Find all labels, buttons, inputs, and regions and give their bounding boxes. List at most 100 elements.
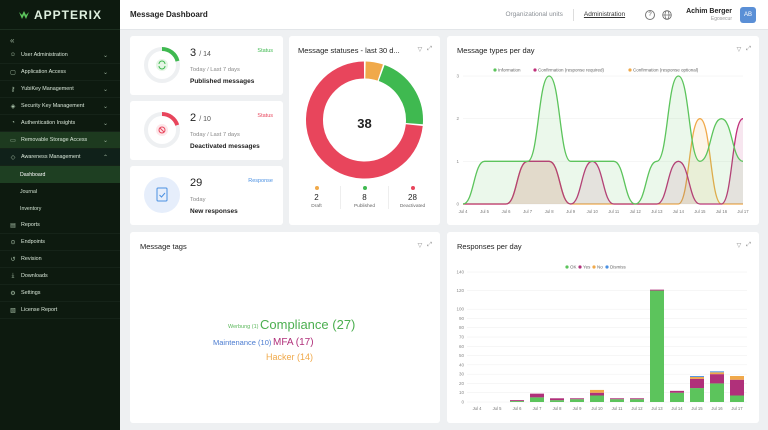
filter-icon[interactable]: ▽ (736, 47, 742, 53)
legend-label[interactable]: Dismiss (610, 265, 626, 270)
bar-segment[interactable] (730, 395, 744, 403)
bar-segment[interactable] (690, 376, 704, 379)
legend-label[interactable]: Confirmation (response optional) (633, 68, 699, 73)
bar-segment[interactable] (690, 388, 704, 402)
bar-segment[interactable] (570, 398, 584, 400)
series-line[interactable] (462, 75, 744, 205)
donut-slice-published[interactable] (378, 65, 423, 125)
series-line[interactable] (463, 118, 744, 205)
bar-segment[interactable] (630, 398, 644, 400)
x-tick-label: Jul 13 (651, 406, 663, 411)
bar-segment[interactable] (710, 371, 724, 373)
sidebar-item-removable-storage-access[interactable]: ▭ Removable Storage Access ⌄ (0, 132, 120, 149)
bar-segment[interactable] (710, 372, 724, 375)
filter-icon[interactable]: ▽ (417, 47, 423, 53)
sidebar-item-downloads[interactable]: ⤓ Downloads (0, 268, 120, 285)
sidebar-item-authentication-insights[interactable]: ◔ Authentication Insights ⌄ (0, 115, 120, 132)
bar-segment[interactable] (730, 379, 744, 396)
tag-word[interactable]: MFA (17) (273, 337, 314, 348)
x-tick-label: Jul 15 (694, 209, 706, 214)
expand-icon[interactable]: ⤢ (746, 46, 751, 52)
bar-segment[interactable] (590, 389, 604, 393)
filter-icon[interactable]: ▽ (736, 243, 742, 249)
bar-segment[interactable] (610, 399, 624, 402)
bar-segment[interactable] (530, 397, 544, 402)
sidebar-item-label: License Report (21, 307, 58, 313)
bar-segment[interactable] (610, 398, 624, 400)
sidebar-subitem-journal[interactable]: Journal (20, 188, 38, 195)
sidebar-item-security-key-management[interactable]: ◈ Security Key Management ⌄ (0, 98, 120, 115)
sidebar-item-license-report[interactable]: ▧ License Report (0, 302, 120, 319)
y-tick-label: 100 (456, 307, 464, 312)
bar-segment[interactable] (650, 289, 664, 291)
stat-tag[interactable]: Response (248, 178, 273, 184)
topbar: Message Dashboard Organizational units A… (120, 0, 768, 30)
filter-icon[interactable]: ▽ (417, 243, 423, 249)
bar-segment[interactable] (530, 393, 544, 398)
sidebar-item-user-administration[interactable]: ☺ User Administration ⌄ (0, 47, 120, 64)
x-tick-label: Jul 8 (545, 209, 555, 214)
tag-word[interactable]: Werbung (1) (228, 324, 259, 330)
tag-word[interactable]: Hacker (14) (266, 352, 314, 362)
bar-segment[interactable] (550, 400, 564, 402)
bar-segment[interactable] (630, 399, 644, 402)
bar-segment[interactable] (570, 399, 584, 402)
bar-segment[interactable] (690, 378, 704, 389)
legend-label[interactable]: Yes (583, 265, 591, 270)
org-units-link[interactable]: Organizational units (505, 11, 563, 18)
donut-slice-deactivated[interactable] (306, 61, 423, 179)
collapse-sidebar-button[interactable]: « (10, 36, 15, 45)
help-icon[interactable]: ? (645, 9, 656, 20)
expand-icon[interactable]: ⤢ (427, 242, 432, 248)
bar-segment[interactable] (730, 376, 744, 380)
avatar[interactable]: AB (740, 6, 756, 23)
sidebar-item-awareness-management[interactable]: ◇ Awareness Management ⌃ (0, 149, 120, 166)
y-tick-label: 120 (456, 288, 464, 293)
expand-icon[interactable]: ⤢ (427, 46, 432, 52)
bar-segment[interactable] (710, 374, 724, 384)
sidebar-item-reports[interactable]: ▤ Reports (0, 217, 120, 234)
bar-segment[interactable] (650, 290, 664, 402)
bar-segment[interactable] (590, 395, 604, 403)
sidebar-item-application-access[interactable]: ▢ Application Access ⌄ (0, 64, 120, 81)
tag-word[interactable]: Maintenance (10) (213, 338, 272, 347)
sidebar-subnav: Dashboard Journal Inventory (0, 166, 120, 217)
user-info[interactable]: Achim Berger Egosecur (686, 8, 732, 22)
administration-link[interactable]: Administration (583, 11, 626, 18)
bar-segment[interactable] (670, 392, 684, 402)
sidebar-item-endpoints[interactable]: ⊙ Endpoints (0, 234, 120, 251)
bar-segment[interactable] (710, 383, 724, 402)
card-title: Responses per day (457, 242, 522, 251)
legend-draft[interactable]: 2 Draft (293, 186, 341, 209)
bar-segment[interactable] (510, 400, 524, 402)
bar-segment[interactable] (670, 390, 684, 393)
stat-tag[interactable]: Status (257, 48, 273, 54)
user-name: Achim Berger (686, 7, 732, 15)
sidebar-item-settings[interactable]: ⚙ Settings (0, 285, 120, 302)
bar-segment[interactable] (510, 401, 524, 402)
legend-value: 2 (314, 193, 319, 202)
legend-label[interactable]: Confirmation (response required) (538, 68, 605, 73)
tag-word[interactable]: Compliance (27) (260, 317, 356, 332)
x-tick-label: Jul 7 (523, 209, 533, 214)
sidebar-subitem-inventory[interactable]: Inventory (20, 205, 42, 212)
series-area (463, 118, 743, 204)
donut-slice-draft[interactable] (365, 61, 383, 81)
bar-segment[interactable] (550, 398, 564, 401)
sidebar-item-yubikey-management[interactable]: ⚷ YubiKey Management ⌄ (0, 81, 120, 98)
chevron-down-icon: ⌄ (102, 103, 108, 110)
legend-deactivated[interactable]: 28 Deactivated (389, 186, 436, 209)
bar-segment[interactable] (590, 392, 604, 396)
app-logo[interactable]: APPTERIX (0, 0, 120, 30)
sidebar-item-label: User Administration (21, 52, 68, 58)
globe-icon[interactable] (662, 9, 672, 20)
stat-tag[interactable]: Status (257, 113, 273, 119)
legend-label[interactable]: OK (570, 265, 577, 270)
legend-label[interactable]: Information (498, 68, 521, 73)
sidebar-item-revision[interactable]: ↺ Revision (0, 251, 120, 268)
bar-segment[interactable] (690, 376, 704, 377)
legend-published[interactable]: 8 Published (341, 186, 389, 209)
legend-label[interactable]: No (597, 265, 603, 270)
expand-icon[interactable]: ⤢ (746, 242, 751, 248)
sidebar-subitem-dashboard[interactable]: Dashboard (0, 166, 120, 183)
